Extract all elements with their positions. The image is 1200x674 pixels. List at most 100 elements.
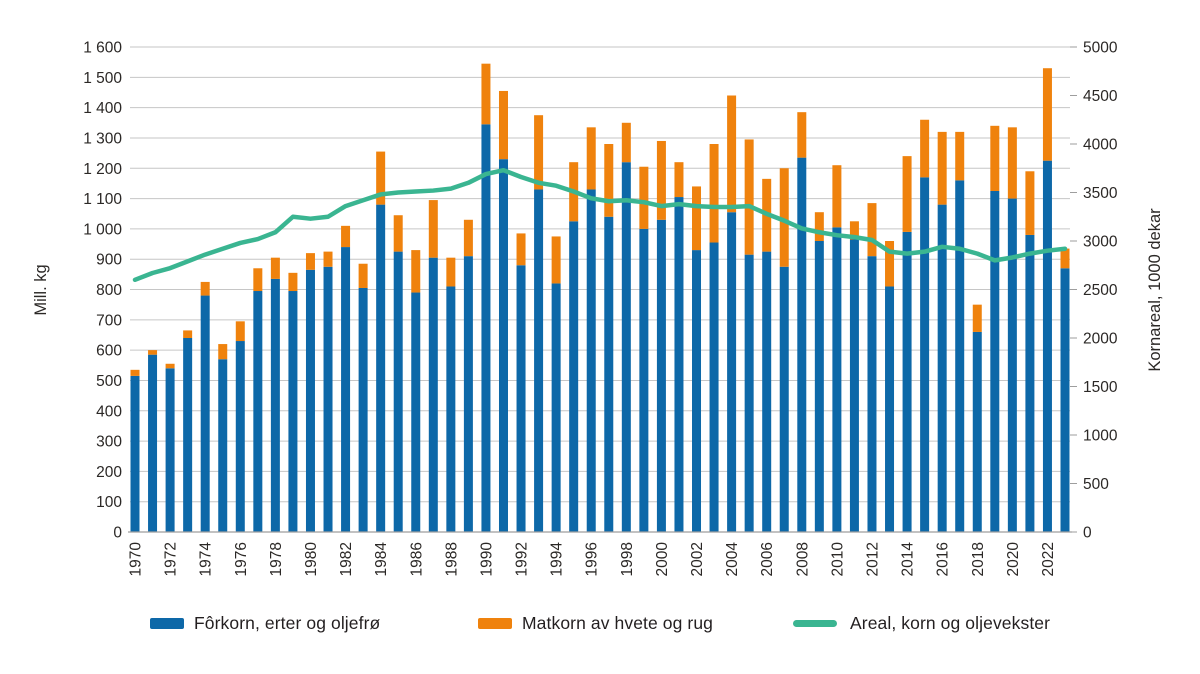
areal-line-path (132, 167, 1068, 283)
svg-text:2006: 2006 (759, 542, 776, 576)
svg-text:1 500: 1 500 (83, 70, 122, 87)
bar-forkorn-1997 (604, 216, 614, 532)
bar-forkorn-1995 (569, 221, 579, 532)
bar-forkorn-2006 (762, 251, 772, 532)
bar-forkorn-2004 (727, 212, 737, 532)
svg-text:Kornareal, 1000 dekar: Kornareal, 1000 dekar (1146, 208, 1164, 372)
bar-forkorn-2000 (656, 219, 666, 532)
svg-text:1000: 1000 (1083, 428, 1118, 445)
svg-text:1988: 1988 (443, 542, 460, 576)
svg-text:1 100: 1 100 (83, 191, 122, 208)
svg-text:700: 700 (96, 312, 122, 329)
bar-forkorn-1987 (428, 257, 438, 532)
svg-text:4000: 4000 (1083, 137, 1118, 154)
svg-text:2500: 2500 (1083, 282, 1118, 299)
bar-forkorn-1979 (288, 291, 298, 532)
svg-text:1 400: 1 400 (83, 100, 122, 117)
bar-matkorn-2012 (867, 203, 877, 257)
bar-forkorn-2005 (744, 254, 754, 532)
bar-matkorn-1986 (411, 250, 421, 293)
svg-text:500: 500 (96, 373, 122, 390)
legend-label-matkorn: Matkorn av hvete og rug (522, 612, 714, 633)
svg-text:900: 900 (96, 252, 122, 269)
bar-matkorn-1970 (130, 369, 140, 376)
svg-text:1990: 1990 (478, 542, 495, 577)
svg-text:1984: 1984 (373, 542, 390, 577)
svg-text:1 300: 1 300 (83, 130, 122, 147)
svg-text:200: 200 (96, 464, 122, 481)
legend-swatch-matkorn (478, 617, 512, 629)
svg-text:2004: 2004 (724, 542, 741, 577)
bar-forkorn-1973 (183, 338, 193, 532)
bar-matkorn-1992 (516, 233, 526, 266)
bar-matkorn-2005 (744, 139, 754, 255)
svg-text:5000: 5000 (1083, 40, 1118, 57)
bar-matkorn-1999 (639, 166, 649, 229)
bar-matkorn-2013 (885, 241, 895, 287)
bar-forkorn-1970 (130, 375, 140, 532)
svg-text:1980: 1980 (303, 542, 320, 577)
svg-text:2008: 2008 (794, 542, 811, 576)
svg-text:300: 300 (96, 434, 122, 451)
right-axis-ticks (1070, 46, 1077, 533)
svg-text:3500: 3500 (1083, 185, 1118, 202)
svg-text:1998: 1998 (619, 542, 636, 576)
bar-matkorn-1996 (586, 127, 596, 190)
legend-label-forkorn: Fôrkorn, erter og oljefrø (194, 612, 381, 633)
svg-text:2000: 2000 (654, 542, 671, 577)
bar-matkorn-1989 (463, 219, 473, 257)
svg-text:600: 600 (96, 343, 122, 360)
svg-text:2002: 2002 (689, 542, 706, 576)
bar-forkorn-1991 (498, 159, 508, 532)
svg-text:1974: 1974 (198, 542, 215, 577)
svg-text:2020: 2020 (1005, 542, 1022, 577)
bar-forkorn-1975 (218, 359, 228, 532)
bar-forkorn-1982 (341, 247, 351, 532)
bar-matkorn-2021 (1025, 171, 1035, 235)
svg-text:1 000: 1 000 (83, 221, 122, 238)
svg-text:1978: 1978 (268, 542, 285, 576)
svg-text:1996: 1996 (584, 542, 601, 576)
gridlines (130, 46, 1070, 533)
bar-matkorn-2022 (1042, 68, 1052, 161)
left-axis-tick-labels: 1 600 1 500 1 400 1 300 1 200 1 100 1 000 900 80… (83, 40, 122, 542)
svg-text:3000: 3000 (1083, 234, 1118, 251)
bar-matkorn-1975 (218, 344, 228, 360)
svg-text:1986: 1986 (408, 542, 425, 576)
bar-matkorn-2010 (832, 165, 842, 228)
bar-forkorn-2009 (814, 241, 824, 532)
bar-forkorn-1977 (253, 291, 263, 532)
legend-item-areal: Areal, korn og oljevekster (793, 608, 1050, 638)
left-axis-title: Mill. kg (32, 264, 50, 315)
bar-matkorn-1977 (253, 268, 263, 292)
legend: Fôrkorn, erter og oljefrø Matkorn av hve… (0, 608, 1200, 642)
bar-matkorn-1972 (165, 363, 175, 369)
bar-matkorn-1994 (551, 236, 561, 284)
bar-forkorn-1976 (235, 341, 245, 532)
svg-text:400: 400 (96, 403, 122, 420)
bar-forkorn-2002 (692, 250, 702, 532)
legend-swatch-areal (793, 619, 837, 627)
bar-matkorn-2018 (972, 304, 982, 332)
bar-matkorn-2020 (1007, 127, 1017, 199)
bar-forkorn-1985 (393, 251, 403, 532)
bars-forkorn (130, 124, 1070, 532)
legend-label-areal: Areal, korn og oljevekster (850, 612, 1051, 633)
bar-forkorn-2003 (709, 242, 719, 532)
svg-text:0: 0 (1083, 525, 1092, 542)
bar-matkorn-1983 (358, 263, 368, 288)
bar-matkorn-1990 (481, 63, 491, 125)
svg-text:1 600: 1 600 (83, 40, 122, 57)
bar-forkorn-1978 (270, 278, 280, 532)
bar-forkorn-2015 (920, 177, 930, 532)
bar-forkorn-1999 (639, 228, 649, 532)
bar-forkorn-2020 (1007, 198, 1017, 532)
svg-text:1500: 1500 (1083, 379, 1118, 396)
bar-forkorn-1988 (446, 286, 456, 532)
bar-forkorn-1972 (165, 368, 175, 532)
svg-text:2000: 2000 (1083, 331, 1118, 348)
bar-forkorn-2007 (779, 266, 789, 532)
svg-text:1992: 1992 (514, 542, 531, 576)
svg-text:2022: 2022 (1040, 542, 1057, 576)
